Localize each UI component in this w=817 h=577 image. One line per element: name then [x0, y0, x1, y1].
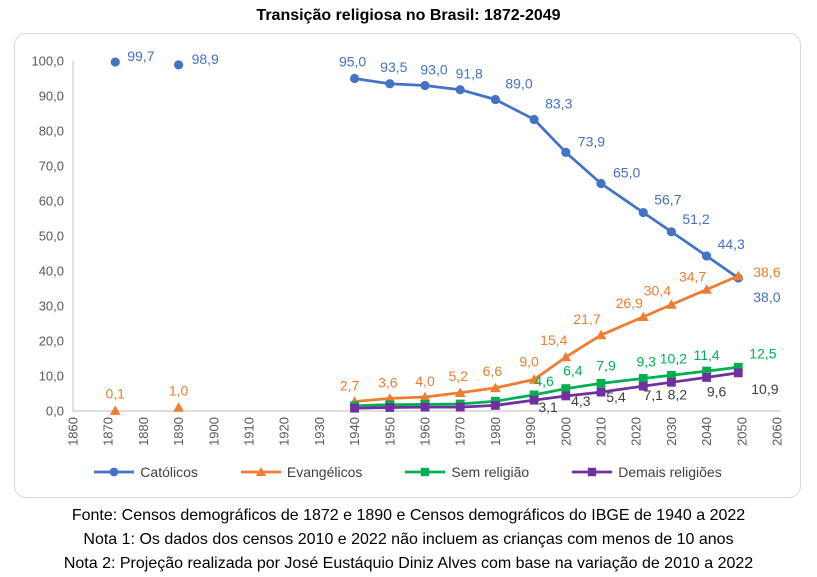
footer-fonte: Fonte: Censos demográficos de 1872 e 189… [71, 507, 746, 524]
svg-text:10,0: 10,0 [39, 369, 64, 384]
svg-text:1980: 1980 [488, 417, 503, 446]
svg-text:73,9: 73,9 [578, 133, 605, 149]
svg-text:90,0: 90,0 [39, 89, 64, 104]
svg-text:10,2: 10,2 [660, 350, 687, 366]
svg-text:6,4: 6,4 [563, 363, 583, 379]
legend-item-sem-religiao: Sem religião [404, 464, 529, 480]
legend-label-sem-religiao: Sem religião [451, 464, 530, 480]
svg-text:91,8: 91,8 [456, 66, 483, 82]
svg-text:34,7: 34,7 [679, 269, 706, 285]
svg-text:98,9: 98,9 [192, 51, 219, 67]
chart-title: Transição religiosa no Brasil: 1872-2049 [256, 7, 561, 24]
svg-text:30,4: 30,4 [644, 283, 671, 299]
svg-text:3,6: 3,6 [378, 374, 398, 390]
svg-text:1890: 1890 [171, 417, 186, 446]
svg-text:0,0: 0,0 [46, 404, 64, 419]
svg-text:100,0: 100,0 [31, 54, 64, 69]
svg-text:1,0: 1,0 [169, 383, 189, 399]
svg-text:1940: 1940 [347, 417, 362, 446]
svg-text:3,1: 3,1 [538, 399, 558, 415]
svg-text:7,1: 7,1 [644, 387, 664, 403]
svg-text:93,0: 93,0 [420, 62, 447, 78]
svg-text:6,6: 6,6 [483, 363, 503, 379]
svg-text:83,3: 83,3 [545, 95, 572, 111]
svg-text:2050: 2050 [734, 417, 749, 446]
svg-text:1900: 1900 [206, 417, 221, 446]
svg-text:12,5: 12,5 [749, 345, 776, 361]
svg-text:60,0: 60,0 [39, 194, 64, 209]
svg-text:11,4: 11,4 [693, 347, 719, 363]
svg-text:0,1: 0,1 [106, 386, 126, 402]
svg-text:9,3: 9,3 [637, 353, 657, 369]
svg-text:10,9: 10,9 [751, 381, 778, 397]
svg-text:1870: 1870 [101, 417, 116, 446]
svg-text:5,4: 5,4 [606, 389, 626, 405]
svg-text:1930: 1930 [312, 417, 327, 446]
legend-item-evangelicos: Evangélicos [240, 464, 363, 480]
svg-text:1880: 1880 [136, 417, 151, 446]
svg-text:2020: 2020 [629, 417, 644, 446]
chart-footer: Fonte: Censos demográficos de 1872 e 189… [0, 504, 817, 576]
footer-nota1: Nota 1: Os dados dos censos 2010 e 2022 … [83, 531, 734, 548]
svg-text:38,0: 38,0 [753, 289, 780, 305]
svg-text:95,0: 95,0 [339, 54, 366, 70]
svg-text:2010: 2010 [594, 417, 609, 446]
svg-text:51,2: 51,2 [682, 211, 709, 227]
svg-text:7,9: 7,9 [596, 357, 616, 373]
svg-text:8,2: 8,2 [668, 386, 688, 402]
svg-text:2060: 2060 [770, 417, 785, 446]
svg-text:89,0: 89,0 [505, 76, 532, 92]
svg-text:15,4: 15,4 [540, 332, 567, 348]
legend-swatch-demais-religioes-icon [572, 467, 613, 477]
legend-item-demais-religioes: Demais religiões [571, 464, 722, 480]
svg-text:99,7: 99,7 [127, 48, 154, 64]
svg-text:4,0: 4,0 [415, 373, 435, 389]
svg-text:1860: 1860 [66, 417, 81, 446]
legend-item-catolicos: Católicos [93, 464, 198, 480]
svg-text:1910: 1910 [242, 417, 257, 446]
legend-label-catolicos: Católicos [140, 464, 198, 480]
svg-text:93,5: 93,5 [380, 59, 407, 75]
chart-plot-area: 0,0 10,0 20,0 30,0 40,0 50,0 60,0 70,0 80,0 90,0 1… [31, 48, 785, 446]
svg-text:1920: 1920 [277, 417, 292, 446]
legend-swatch-catolicos-icon [94, 467, 135, 477]
svg-text:1950: 1950 [382, 417, 397, 446]
svg-text:5,2: 5,2 [448, 368, 468, 384]
svg-text:21,7: 21,7 [573, 311, 600, 327]
legend-label-demais-religioes: Demais religiões [618, 464, 722, 480]
chart-legend: Católicos Evangélicos Sem religião Demai… [14, 464, 801, 480]
legend-swatch-evangelicos-icon [240, 467, 281, 476]
svg-text:2000: 2000 [558, 417, 573, 446]
svg-text:56,7: 56,7 [654, 192, 681, 208]
svg-text:30,0: 30,0 [39, 299, 64, 314]
legend-swatch-sem-religiao-icon [405, 467, 446, 477]
svg-text:26,9: 26,9 [616, 295, 643, 311]
svg-text:9,6: 9,6 [707, 383, 727, 399]
svg-text:50,0: 50,0 [39, 229, 64, 244]
svg-text:44,3: 44,3 [718, 236, 745, 252]
legend-label-evangelicos: Evangélicos [286, 464, 363, 480]
svg-text:1960: 1960 [418, 417, 433, 446]
footer-nota2: Nota 2: Projeção realizada por José Eust… [63, 555, 754, 572]
svg-text:65,0: 65,0 [613, 165, 640, 181]
svg-text:2,7: 2,7 [340, 378, 360, 394]
svg-text:4,3: 4,3 [571, 393, 591, 409]
svg-text:70,0: 70,0 [39, 159, 64, 174]
svg-text:2030: 2030 [664, 417, 679, 446]
svg-text:4,6: 4,6 [534, 373, 554, 389]
svg-text:1970: 1970 [453, 417, 468, 446]
svg-text:1990: 1990 [523, 417, 538, 446]
chart-frame [14, 33, 801, 498]
svg-text:20,0: 20,0 [39, 334, 64, 349]
svg-text:40,0: 40,0 [39, 264, 64, 279]
svg-text:2040: 2040 [699, 417, 714, 446]
svg-text:38,6: 38,6 [753, 264, 780, 280]
svg-text:9,0: 9,0 [519, 354, 539, 370]
svg-text:80,0: 80,0 [39, 124, 64, 139]
